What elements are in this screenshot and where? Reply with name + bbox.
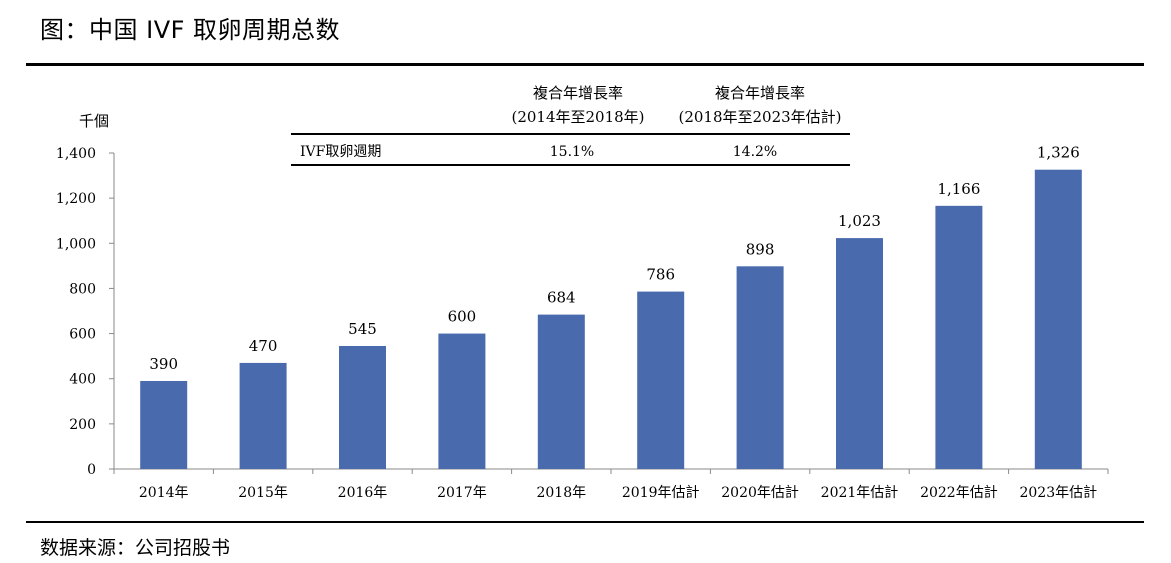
bar-value-label: 1,166 [937,180,980,198]
chart-labels: 390 2014年 470 2015年 545 2016年 600 2017年 684 2018年… [139,144,1097,501]
category-label: 2018年 [536,485,586,501]
bar [836,238,883,469]
y-tick-label: 1,200 [56,191,96,207]
bar [140,380,188,469]
cagr-row-label: IVF取卵週期 [300,144,381,160]
bar-value-label: 786 [646,266,675,284]
bar-value-label: 684 [547,289,576,307]
y-tick-label: 600 [69,327,96,343]
cagr-table: 複合年增長率 (2014年至2018年) 複合年增長率 (2018年至2023年… [291,84,850,166]
bar-value-label: 600 [448,308,477,326]
y-tick-label: 1,400 [56,146,96,162]
cagr-col2-value: 14.2% [733,144,777,160]
y-tick-label: 200 [69,417,96,433]
bar [438,333,486,469]
bar-value-label: 898 [746,240,775,258]
category-label: 2020年估計 [721,485,799,501]
y-tick-label: 0 [87,462,96,478]
cagr-col1-value: 15.1% [550,144,594,160]
category-label: 2017年 [437,485,487,501]
category-label: 2016年 [338,485,388,501]
top-rule [26,63,1144,66]
bar [339,345,386,469]
chart-bars [140,169,1082,469]
bar [1034,169,1082,469]
y-tick-label: 800 [69,281,96,297]
cagr-col2-head2: (2018年至2023年估計) [678,108,841,126]
bar [736,266,784,469]
bar [637,291,685,469]
bottom-rule [26,521,1144,523]
source-note: 数据来源：公司招股书 [40,537,231,559]
bar-value-label: 1,326 [1037,144,1080,162]
category-label: 2021年估計 [821,485,899,501]
bar [239,362,287,469]
bar-value-label: 390 [149,355,178,373]
bar-value-label: 470 [249,337,278,355]
bar [537,314,585,469]
category-label: 2022年估計 [920,485,998,501]
bar-value-label: 545 [348,320,377,338]
bar-value-label: 1,023 [838,212,881,230]
bar [935,205,983,469]
category-label: 2023年估計 [1019,485,1097,501]
y-tick-label: 400 [69,372,96,388]
category-label: 2015年 [238,485,288,501]
cagr-col1-head2: (2014年至2018年) [511,108,644,126]
category-label: 2019年估計 [622,485,700,501]
cagr-col2-head1: 複合年增長率 [715,84,805,102]
cagr-col1-head1: 複合年增長率 [533,84,623,102]
category-label: 2014年 [139,485,189,501]
y-unit-label: 千個 [79,112,109,130]
figure-title: 图：中国 IVF 取卵周期总数 [40,16,341,44]
y-tick-label: 1,000 [56,236,96,252]
